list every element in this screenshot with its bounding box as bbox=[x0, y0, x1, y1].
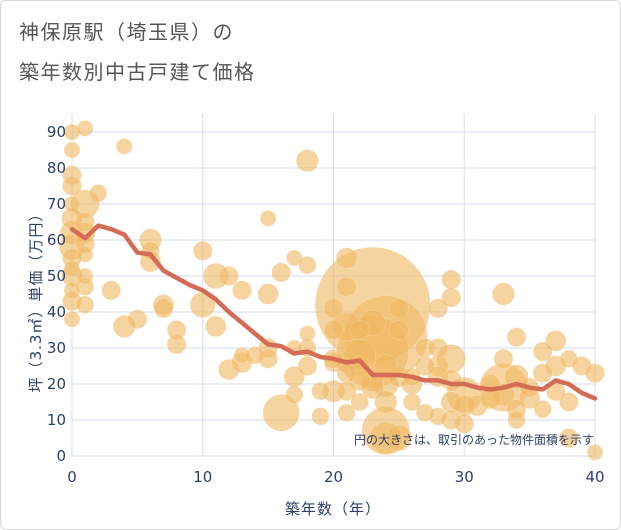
bubble-point bbox=[311, 407, 330, 426]
bubble-point bbox=[63, 282, 81, 299]
x-tick-label: 10 bbox=[193, 468, 212, 486]
x-tick-label: 0 bbox=[67, 468, 77, 486]
bubble-point bbox=[335, 247, 358, 269]
bubble-point bbox=[586, 444, 604, 461]
size-annotation: 円の大きさは、取引のあった物件面積を示す bbox=[354, 432, 594, 447]
bubble-point bbox=[389, 298, 409, 319]
bubble-point bbox=[63, 310, 81, 328]
x-tick-label: 20 bbox=[324, 468, 343, 486]
bubble-point bbox=[311, 382, 330, 401]
bubble-point bbox=[428, 338, 448, 358]
trend-line bbox=[69, 223, 598, 401]
chart-title-line-1: 神保原駅（埼玉県）の bbox=[19, 20, 234, 44]
bubble-point bbox=[63, 260, 81, 278]
bubble-point bbox=[559, 349, 578, 368]
bubble-point bbox=[219, 266, 239, 286]
bubble-point bbox=[350, 392, 369, 412]
bubble-point bbox=[127, 309, 148, 330]
y-tick-label: 90 bbox=[47, 123, 66, 141]
bubble-point bbox=[295, 149, 319, 173]
y-tick-label: 60 bbox=[47, 231, 66, 249]
bubble-point bbox=[257, 283, 279, 305]
bubble-point bbox=[559, 428, 579, 448]
bubble-point bbox=[153, 298, 174, 319]
bubble-point bbox=[492, 282, 515, 306]
x-tick-label: 40 bbox=[585, 468, 604, 486]
y-tick-label: 70 bbox=[47, 195, 66, 213]
bubble-point bbox=[76, 267, 94, 285]
bubble-point bbox=[62, 176, 82, 196]
bubble-point bbox=[205, 315, 227, 338]
bubble-point bbox=[262, 394, 300, 432]
bubble-point bbox=[76, 246, 94, 263]
bubble-point bbox=[493, 348, 514, 369]
bubble-point bbox=[389, 320, 409, 340]
bubble-point bbox=[532, 363, 553, 384]
bubble-point bbox=[585, 363, 605, 384]
chart-title-line-2: 築年数別中古戸建て価格 bbox=[19, 60, 256, 84]
y-tick-label: 30 bbox=[47, 339, 66, 357]
bubble-point bbox=[75, 212, 95, 232]
y-tick-label: 50 bbox=[47, 267, 66, 285]
bubble-point bbox=[374, 390, 398, 414]
bubble-point bbox=[429, 407, 448, 426]
bubble-point bbox=[166, 334, 187, 355]
bubble-point bbox=[101, 280, 122, 301]
bubble-point bbox=[89, 184, 108, 203]
bubble-point bbox=[323, 298, 344, 319]
bubble-point bbox=[285, 385, 304, 404]
bubble-point bbox=[286, 249, 303, 267]
bubble-point bbox=[545, 330, 567, 352]
bubble-point bbox=[506, 327, 527, 348]
bubbles bbox=[58, 120, 605, 461]
bubble-point bbox=[428, 298, 448, 319]
bubble-point bbox=[76, 295, 95, 314]
tick-labels: 0 10 20 30 40 50 60 70 80 90 0 10 20 30 40 bbox=[47, 123, 605, 486]
y-tick-label: 40 bbox=[47, 303, 66, 321]
y-tick-label: 80 bbox=[47, 159, 66, 177]
x-tick-label: 30 bbox=[455, 468, 474, 486]
y-tick-label: 10 bbox=[47, 411, 66, 429]
bubble-point bbox=[298, 256, 317, 275]
bubble-point bbox=[336, 381, 357, 402]
bubble-point bbox=[271, 262, 292, 283]
bubble-point bbox=[297, 356, 318, 376]
bubble-point bbox=[336, 363, 357, 384]
bubble-point bbox=[63, 195, 81, 213]
bubble-point bbox=[415, 356, 435, 376]
bubble-point bbox=[559, 392, 579, 412]
bubble-point bbox=[76, 120, 94, 137]
bubble-point bbox=[63, 141, 81, 159]
bubble-point bbox=[116, 138, 133, 155]
y-tick-label: 20 bbox=[47, 375, 66, 393]
bubble-point bbox=[507, 410, 526, 430]
bubble-point bbox=[532, 341, 553, 362]
y-tick-label: 0 bbox=[56, 447, 66, 465]
bubble-point bbox=[259, 210, 277, 227]
bubble-point bbox=[385, 424, 412, 452]
bubble-point bbox=[349, 320, 370, 340]
bubble-point bbox=[533, 400, 552, 419]
bubble-point bbox=[337, 403, 356, 422]
bubble-point bbox=[192, 240, 213, 261]
bubble-point bbox=[402, 392, 422, 412]
bubble-point bbox=[441, 287, 462, 308]
bubble-point bbox=[233, 346, 251, 364]
bubble-point bbox=[441, 269, 462, 290]
y-axis-label: 坪（3.3㎡）単価（万円） bbox=[27, 206, 45, 393]
bubble-point bbox=[454, 413, 475, 434]
bubble-point bbox=[299, 325, 316, 342]
x-axis-label: 築年数（年） bbox=[285, 500, 381, 518]
bubble-point bbox=[232, 280, 252, 301]
bubble-point bbox=[336, 276, 357, 297]
bubble-point bbox=[323, 320, 344, 340]
trend-line-path bbox=[69, 223, 598, 401]
